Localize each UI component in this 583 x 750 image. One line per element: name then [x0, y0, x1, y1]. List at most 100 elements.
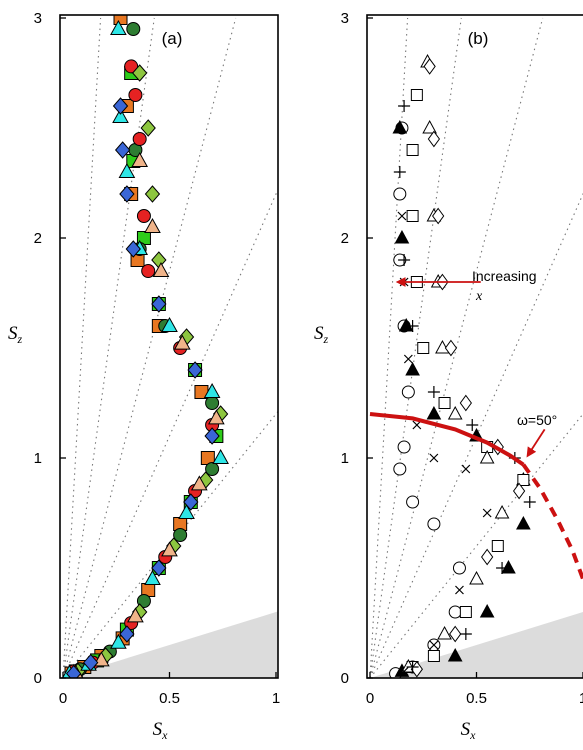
- data-point: [112, 97, 129, 115]
- data-point: [151, 251, 167, 269]
- panel-a-gray-sector: [63, 611, 278, 678]
- data-point: [144, 569, 161, 585]
- panel-b-annotations: Increasing x ω=50°: [395, 268, 557, 458]
- y-tick-label: 1: [34, 450, 42, 467]
- panel-a-data-points: [61, 15, 229, 678]
- reference-ray: [369, 17, 462, 678]
- data-point: [110, 19, 127, 35]
- data-point: [203, 382, 221, 398]
- data-point: [128, 88, 143, 102]
- y-tick-label: 1: [341, 450, 349, 467]
- data-point: [412, 420, 422, 430]
- data-point: [423, 58, 436, 75]
- data-point: [429, 640, 439, 650]
- increasing-x-label: x: [475, 289, 483, 304]
- data-point: [523, 496, 536, 508]
- data-point: [161, 541, 178, 557]
- data-point: [119, 625, 135, 643]
- data-point: [455, 585, 464, 595]
- data-point: [118, 162, 136, 178]
- data-point: [512, 482, 526, 500]
- panel-b-xlabel: Sx: [461, 719, 477, 742]
- data-point: [479, 449, 495, 464]
- data-point: [494, 504, 510, 519]
- omega-arrow: [526, 428, 546, 458]
- data-point: [491, 540, 504, 552]
- omega-label: ω=50°: [517, 412, 557, 428]
- x-tick-label: 0.5: [466, 690, 487, 707]
- reference-ray: [62, 17, 155, 678]
- data-point: [187, 361, 203, 379]
- data-point: [208, 409, 225, 425]
- panel-a-frame: [59, 14, 279, 679]
- data-point: [392, 119, 408, 134]
- data-point: [119, 185, 135, 203]
- data-point: [144, 217, 161, 233]
- y-tick-label: 0: [341, 670, 349, 687]
- data-point: [173, 528, 188, 542]
- data-point: [410, 89, 423, 101]
- data-point: [437, 625, 452, 640]
- data-point: [406, 144, 419, 156]
- data-point: [393, 187, 407, 201]
- data-point: [427, 130, 441, 148]
- data-point: [479, 603, 495, 618]
- data-point: [459, 394, 472, 412]
- data-point: [65, 664, 82, 678]
- data-point: [459, 606, 472, 618]
- data-point: [399, 666, 409, 676]
- data-point: [205, 462, 220, 476]
- data-point: [161, 316, 178, 332]
- data-point: [151, 559, 167, 577]
- data-point: [151, 295, 167, 313]
- data-point: [152, 261, 170, 277]
- data-point: [178, 503, 195, 519]
- data-point: [449, 625, 462, 643]
- data-point: [183, 493, 199, 511]
- data-point: [403, 354, 413, 364]
- data-point: [516, 515, 531, 530]
- panel-a-reference-rays: [62, 17, 278, 678]
- data-point: [427, 386, 440, 398]
- reference-ray: [369, 17, 409, 678]
- data-point: [447, 647, 463, 662]
- data-point: [447, 405, 463, 420]
- panel-b-data-points: [389, 53, 536, 678]
- data-point: [422, 119, 437, 134]
- data-point: [110, 633, 127, 649]
- data-point: [190, 475, 208, 491]
- reference-ray: [62, 188, 278, 678]
- data-point: [141, 264, 156, 278]
- reference-ray: [62, 410, 278, 678]
- fitted-curve-solid: [369, 412, 525, 467]
- data-point: [397, 440, 411, 454]
- data-point: [438, 397, 451, 409]
- data-point: [429, 453, 439, 463]
- data-point: [173, 334, 191, 350]
- data-point: [398, 100, 411, 112]
- data-point: [144, 185, 161, 203]
- data-point: [466, 419, 479, 431]
- data-point: [406, 210, 419, 222]
- data-point: [448, 605, 462, 619]
- data-point: [452, 561, 466, 575]
- reference-ray: [62, 17, 102, 678]
- y-tick-label: 2: [34, 230, 42, 247]
- data-point: [393, 462, 407, 476]
- panel-b-gray-sector: [370, 611, 583, 678]
- increasing-label: Increasing: [472, 268, 537, 284]
- data-point: [481, 548, 494, 566]
- data-point: [398, 254, 411, 266]
- data-point: [405, 361, 420, 376]
- data-point: [393, 166, 406, 178]
- data-point: [401, 385, 415, 399]
- data-point: [417, 342, 430, 354]
- data-point: [432, 207, 445, 225]
- data-point: [114, 141, 131, 159]
- data-point: [406, 320, 419, 332]
- x-tick-label: 0: [59, 690, 67, 707]
- panel-b-fitted-curve: [369, 412, 583, 580]
- data-point: [136, 209, 151, 223]
- y-tick-label: 3: [341, 10, 349, 27]
